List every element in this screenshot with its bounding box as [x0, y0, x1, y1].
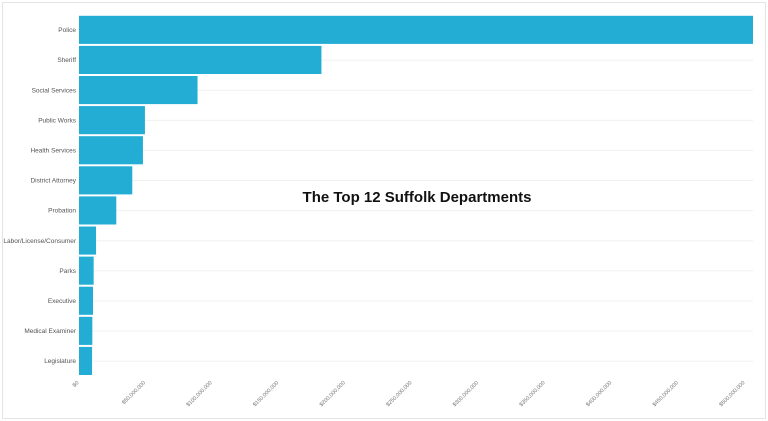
- category-label: Probation: [48, 208, 76, 215]
- x-tick-label: $200,000,000: [319, 380, 347, 408]
- bar-social-services[interactable]: [79, 76, 198, 105]
- x-tick-label: $450,000,000: [652, 380, 680, 408]
- category-label: Health Services: [30, 147, 76, 154]
- x-tick-label: $150,000,000: [252, 380, 280, 408]
- x-tick-label: $100,000,000: [186, 380, 214, 408]
- category-label: Labor/License/Consumer: [3, 238, 76, 245]
- category-label: Public Works: [38, 117, 77, 124]
- category-label: Legislature: [44, 358, 76, 365]
- x-tick-label: $500,000,000: [718, 380, 746, 408]
- category-label: Executive: [48, 298, 77, 305]
- category-label: Social Services: [32, 87, 77, 94]
- x-tick-label: $400,000,000: [585, 380, 613, 408]
- bar-parks[interactable]: [79, 256, 94, 285]
- category-label: Police: [58, 27, 76, 34]
- bar-district-attorney[interactable]: [79, 166, 133, 195]
- bar-medical-examiner[interactable]: [79, 316, 93, 345]
- x-tick-label: $350,000,000: [519, 380, 547, 408]
- bar-health-services[interactable]: [79, 136, 143, 165]
- category-label: District Attorney: [30, 178, 76, 185]
- x-tick-label: $250,000,000: [385, 380, 413, 408]
- x-tick-label: $300,000,000: [452, 380, 480, 408]
- chart-title: The Top 12 Suffolk Departments: [303, 189, 532, 206]
- category-label: Sheriff: [57, 57, 76, 64]
- x-tick-label: $0: [72, 380, 81, 389]
- bar-labor-license-consumer[interactable]: [79, 226, 97, 255]
- bar-public-works[interactable]: [79, 106, 145, 135]
- bar-probation[interactable]: [79, 196, 117, 225]
- bar-legislature[interactable]: [79, 346, 93, 375]
- bar-executive[interactable]: [79, 286, 93, 315]
- category-label: Parks: [59, 268, 76, 275]
- bar-police[interactable]: [79, 15, 753, 44]
- category-label: Medical Examiner: [24, 328, 76, 335]
- bar-sheriff[interactable]: [79, 45, 322, 74]
- x-tick-label: $50,000,000: [121, 380, 147, 406]
